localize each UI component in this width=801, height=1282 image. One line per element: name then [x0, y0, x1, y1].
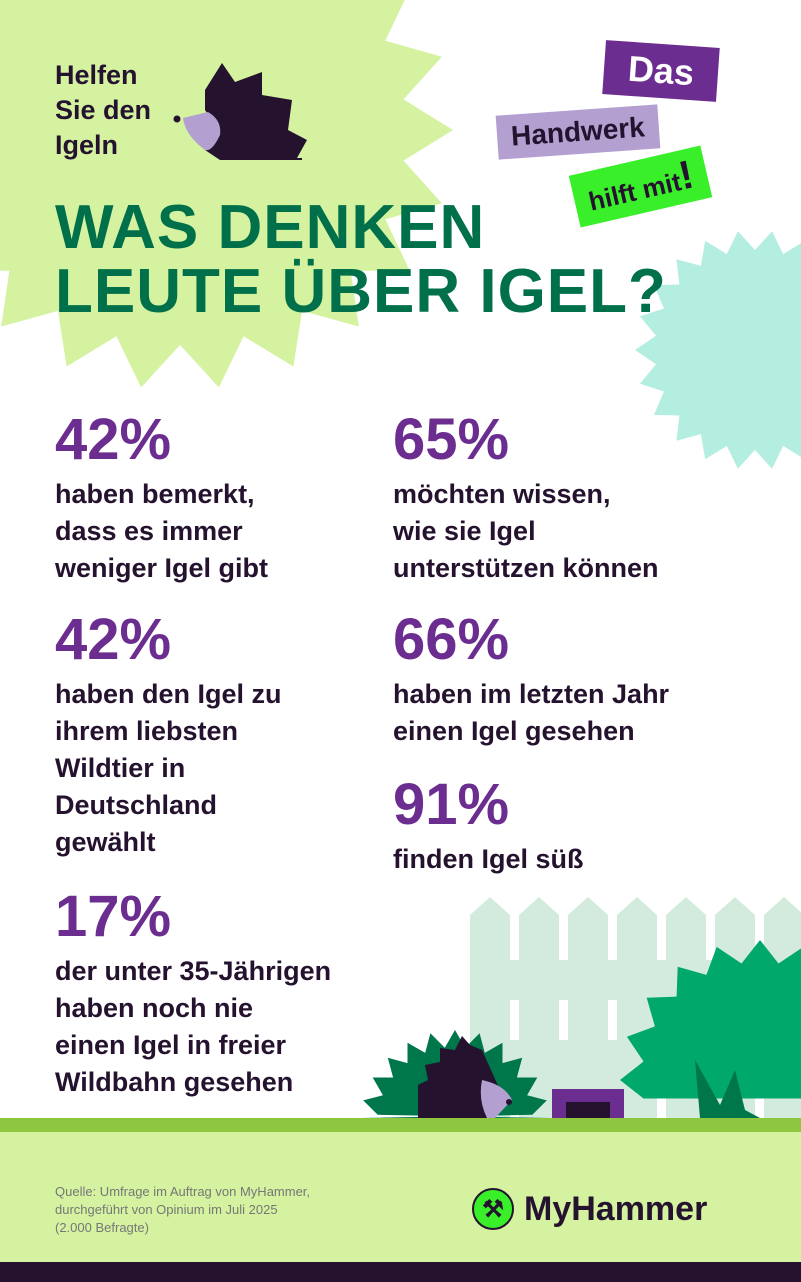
- stat-value: 42%: [55, 607, 172, 672]
- stat-line: haben bemerkt,: [55, 479, 255, 509]
- stat-description: der unter 35-Jährigen haben noch nie einen…: [55, 953, 331, 1101]
- kicker-line: Sie den: [55, 95, 152, 125]
- stat-block: 65% möchten wissen, wie sie Igel unterstütz…: [393, 410, 659, 587]
- hedgehog-house-icon: [552, 1089, 624, 1118]
- stat-line: finden Igel süß: [393, 844, 584, 874]
- source-line: (2.000 Befragte): [55, 1220, 149, 1235]
- title-line: WAS DENKEN: [55, 193, 486, 262]
- stat-value: 66%: [393, 607, 510, 672]
- stat-line: Wildtier in: [55, 753, 186, 783]
- large-bush: [620, 940, 801, 1118]
- source-line: durchgeführt von Opinium im Juli 2025: [55, 1202, 278, 1217]
- stat-block: 17% der unter 35-Jährigen haben noch nie ei…: [55, 887, 331, 1101]
- stat-line: der unter 35-Jährigen: [55, 956, 332, 986]
- stat-line: haben noch nie: [55, 993, 254, 1023]
- stat-line: dass es immer: [55, 516, 243, 546]
- stat-description: finden Igel süß: [393, 841, 584, 878]
- stat-block: 91% finden Igel süß: [393, 775, 584, 878]
- kicker-text: Helfen Sie den Igeln: [55, 58, 151, 163]
- stat-line: haben im letzten Jahr: [393, 679, 670, 709]
- stat-block: 42% haben bemerkt, dass es immer weniger Ig…: [55, 410, 268, 587]
- source-note: Quelle: Umfrage im Auftrag von MyHammer,…: [55, 1183, 310, 1237]
- footer-background: [0, 1132, 801, 1262]
- stat-description: möchten wissen, wie sie Igel unterstützen …: [393, 476, 659, 587]
- stat-value: 42%: [55, 407, 172, 472]
- stat-line: wie sie Igel: [393, 516, 536, 546]
- stat-block: 42% haben den Igel zu ihrem liebsten Wildti…: [55, 610, 282, 861]
- stat-block: 66% haben im letzten Jahr einen Igel geseh…: [393, 610, 669, 750]
- hedgehog-logo-icon: [173, 63, 307, 160]
- stat-value: 65%: [393, 407, 510, 472]
- kicker-line: Igeln: [55, 130, 119, 160]
- kicker-line: Helfen: [55, 60, 138, 90]
- stat-description: haben bemerkt, dass es immer weniger Igel …: [55, 476, 268, 587]
- hedgehog-in-bush-icon: [418, 1036, 512, 1118]
- myhammer-logo: ⚒ MyHammer: [472, 1188, 707, 1230]
- hammer-icon: ⚒: [472, 1188, 514, 1230]
- grass-icon: [695, 1060, 760, 1118]
- logo-text: MyHammer: [524, 1189, 708, 1228]
- green-starburst: [0, 0, 453, 388]
- title-line: LEUTE ÜBER IGEL?: [55, 257, 667, 326]
- source-line: Quelle: Umfrage im Auftrag von MyHammer,: [55, 1184, 311, 1199]
- stat-line: unterstützen können: [393, 553, 659, 583]
- page-title: WAS DENKEN LEUTE ÜBER IGEL?: [55, 196, 667, 324]
- stat-value: 17%: [55, 884, 172, 949]
- mint-starburst: [635, 231, 801, 469]
- stat-line: ihrem liebsten: [55, 716, 239, 746]
- stat-description: haben im letzten Jahr einen Igel gesehen: [393, 676, 669, 750]
- ground-strip: [0, 1118, 801, 1132]
- stat-line: weniger Igel gibt: [55, 553, 269, 583]
- stat-line: möchten wissen,: [393, 479, 611, 509]
- stat-line: einen Igel gesehen: [393, 716, 635, 746]
- stat-description: haben den Igel zu ihrem liebsten Wildtier …: [55, 676, 282, 861]
- stat-line: Deutschland: [55, 790, 218, 820]
- stat-value: 91%: [393, 772, 510, 837]
- bottom-bar: [0, 1262, 801, 1282]
- stat-line: haben den Igel zu: [55, 679, 282, 709]
- stat-line: Wildbahn gesehen: [55, 1067, 294, 1097]
- stat-line: gewählt: [55, 827, 156, 857]
- stat-line: einen Igel in freier: [55, 1030, 287, 1060]
- tag-das: Das: [602, 40, 720, 102]
